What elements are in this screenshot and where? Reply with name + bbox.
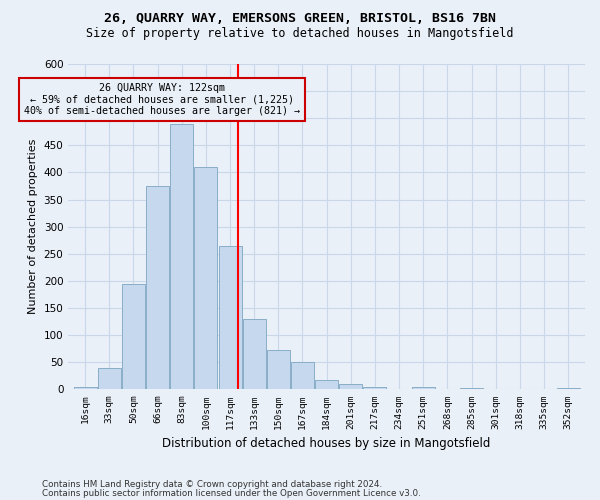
Bar xyxy=(243,319,266,390)
Bar xyxy=(291,362,314,390)
Bar xyxy=(74,386,97,390)
Bar xyxy=(122,284,145,390)
Bar xyxy=(146,186,169,390)
Bar xyxy=(340,384,362,390)
Text: 26, QUARRY WAY, EMERSONS GREEN, BRISTOL, BS16 7BN: 26, QUARRY WAY, EMERSONS GREEN, BRISTOL,… xyxy=(104,12,496,26)
Text: 26 QUARRY WAY: 122sqm
← 59% of detached houses are smaller (1,225)
40% of semi-d: 26 QUARRY WAY: 122sqm ← 59% of detached … xyxy=(25,83,301,116)
Bar xyxy=(412,386,434,390)
Bar xyxy=(194,167,217,390)
Y-axis label: Number of detached properties: Number of detached properties xyxy=(28,139,38,314)
Bar xyxy=(315,380,338,390)
Text: Contains public sector information licensed under the Open Government Licence v3: Contains public sector information licen… xyxy=(42,489,421,498)
Bar xyxy=(364,386,386,390)
Bar xyxy=(170,124,193,390)
Text: Size of property relative to detached houses in Mangotsfield: Size of property relative to detached ho… xyxy=(86,28,514,40)
Bar xyxy=(460,388,483,390)
Bar xyxy=(267,350,290,390)
Bar xyxy=(98,368,121,390)
Bar xyxy=(557,388,580,390)
Text: Contains HM Land Registry data © Crown copyright and database right 2024.: Contains HM Land Registry data © Crown c… xyxy=(42,480,382,489)
Bar xyxy=(218,246,242,390)
X-axis label: Distribution of detached houses by size in Mangotsfield: Distribution of detached houses by size … xyxy=(163,437,491,450)
